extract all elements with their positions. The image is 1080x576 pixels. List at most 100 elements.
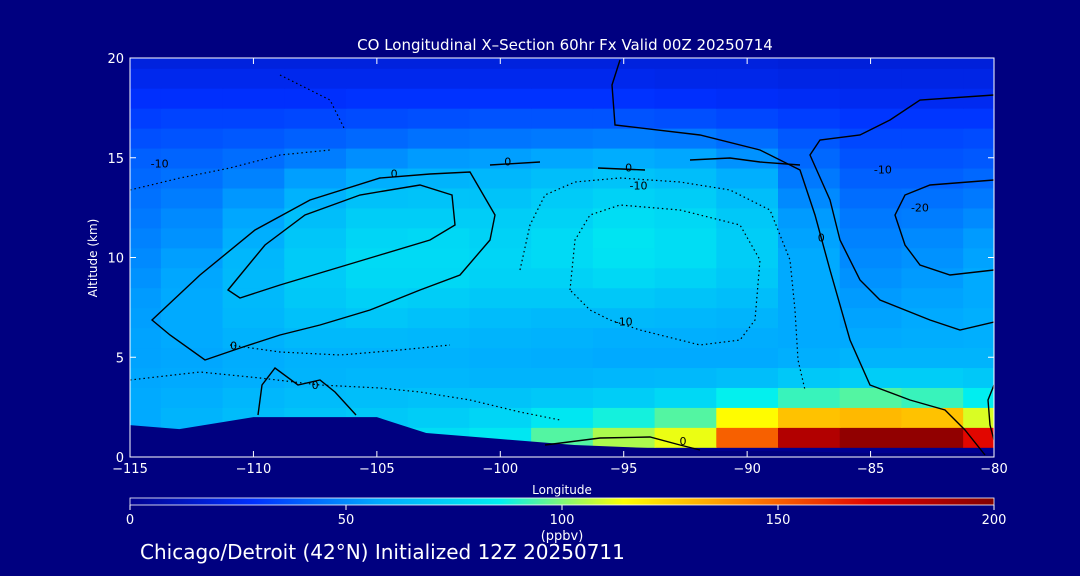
heatmap-cell [130, 347, 162, 369]
heatmap-cell [654, 127, 718, 149]
contour-label: 0 [625, 162, 632, 175]
heatmap-cell [963, 227, 994, 249]
heatmap-cell [716, 147, 779, 169]
heatmap-cell [531, 207, 594, 229]
heatmap-cell [592, 327, 656, 349]
heatmap-cell [716, 367, 779, 388]
heatmap-cell [963, 347, 994, 369]
x-axis-ticks: −115 −110 −105 −100 −95 −90 −85 −80 [112, 58, 1008, 477]
heatmap-cell [778, 387, 841, 408]
heatmap-cell [531, 107, 594, 129]
heatmap-cell [839, 87, 903, 109]
heatmap-cell [592, 307, 656, 329]
heatmap-cell [407, 287, 471, 309]
heatmap-cell [284, 167, 347, 189]
heatmap-cell [407, 127, 471, 149]
heatmap-cell [130, 67, 162, 89]
heatmap-cell [654, 267, 718, 289]
heatmap-cell [160, 287, 224, 309]
heatmap-cell [469, 87, 532, 109]
heatmap-cell [130, 267, 162, 289]
heatmap-cell [469, 347, 532, 369]
heatmap-cell [130, 187, 162, 209]
heatmap-cell [839, 147, 903, 169]
heatmap-cell [469, 227, 532, 249]
heatmap-cell [346, 207, 409, 229]
heatmap-cell [160, 327, 224, 349]
contour-label: 0 [679, 435, 686, 448]
heatmap-cell [592, 127, 656, 149]
heatmap-cell [222, 67, 286, 89]
heatmap-cell [592, 287, 656, 309]
heatmap-cell [130, 147, 162, 169]
heatmap-cell [839, 407, 903, 428]
heatmap-cell [592, 147, 656, 169]
heatmap-cell [778, 207, 841, 229]
heatmap-cell [654, 347, 718, 369]
heatmap-cell [160, 87, 224, 109]
heatmap-cell [716, 407, 779, 428]
heatmap-cell [284, 247, 347, 269]
contour-label: -10 [874, 164, 892, 177]
heatmap-cell [901, 327, 964, 349]
heatmap-cell [130, 307, 162, 329]
heatmap-cell [222, 367, 286, 388]
heatmap-cell [778, 367, 841, 388]
heatmap-cell [284, 127, 347, 149]
heatmap-cell [654, 67, 718, 89]
heatmap-cell [592, 387, 656, 408]
heatmap-cell [346, 127, 409, 149]
heatmap-cell [592, 167, 656, 189]
heatmap-cell [407, 207, 471, 229]
contour-label: 0 [818, 232, 825, 245]
heatmap-cell [130, 107, 162, 129]
heatmap-cell [654, 367, 718, 388]
contour-label: 0 [312, 379, 319, 392]
heatmap-cell [778, 327, 841, 349]
heatmap-cell [839, 307, 903, 329]
heatmap-cell [160, 167, 224, 189]
heatmap-cell [778, 127, 841, 149]
heatmap-cell [778, 347, 841, 369]
x-tick-label: −100 [482, 462, 518, 477]
heatmap-cell [716, 67, 779, 89]
heatmap-cell [778, 427, 841, 448]
heatmap-cell [963, 67, 994, 89]
colorbar-tick-label: 100 [550, 513, 575, 528]
heatmap-cell [654, 207, 718, 229]
co-heatmap [130, 58, 994, 448]
contour-surface-left [257, 367, 357, 416]
heatmap-cell [130, 287, 162, 309]
contour-right-minus10 [809, 94, 994, 331]
contour-label: 0 [391, 168, 398, 181]
heatmap-cell [160, 347, 224, 369]
heatmap-cell [469, 147, 532, 169]
heatmap-cell [284, 67, 347, 89]
heatmap-cell [654, 187, 718, 209]
heatmap-cell [531, 367, 594, 388]
heatmap-cell [160, 227, 224, 249]
heatmap-cell [654, 107, 718, 129]
heatmap-cell [778, 58, 841, 69]
heatmap-cell [592, 247, 656, 269]
heatmap-cell [346, 187, 409, 209]
contour-labels: -10 0 0 0 -10 -10 -20 0 -10 0 0 0 [151, 156, 929, 448]
heatmap-cell [284, 147, 347, 169]
heatmap-cell [531, 387, 594, 408]
heatmap-cell [716, 387, 779, 408]
heatmap-cell [963, 167, 994, 189]
heatmap-cell [469, 267, 532, 289]
heatmap-cell [592, 207, 656, 229]
heatmap-cell [160, 147, 224, 169]
contour-zero-upper [489, 157, 801, 171]
heatmap-cell [778, 267, 841, 289]
heatmap-cell [407, 58, 471, 69]
heatmap-cell [469, 367, 532, 388]
heatmap-cell [716, 107, 779, 129]
heatmap-cell [346, 287, 409, 309]
contour-label: -20 [911, 202, 929, 215]
heatmap-cell [407, 387, 471, 408]
heatmap-cell [778, 87, 841, 109]
heatmap-cell [407, 187, 471, 209]
heatmap-cell [407, 367, 471, 388]
